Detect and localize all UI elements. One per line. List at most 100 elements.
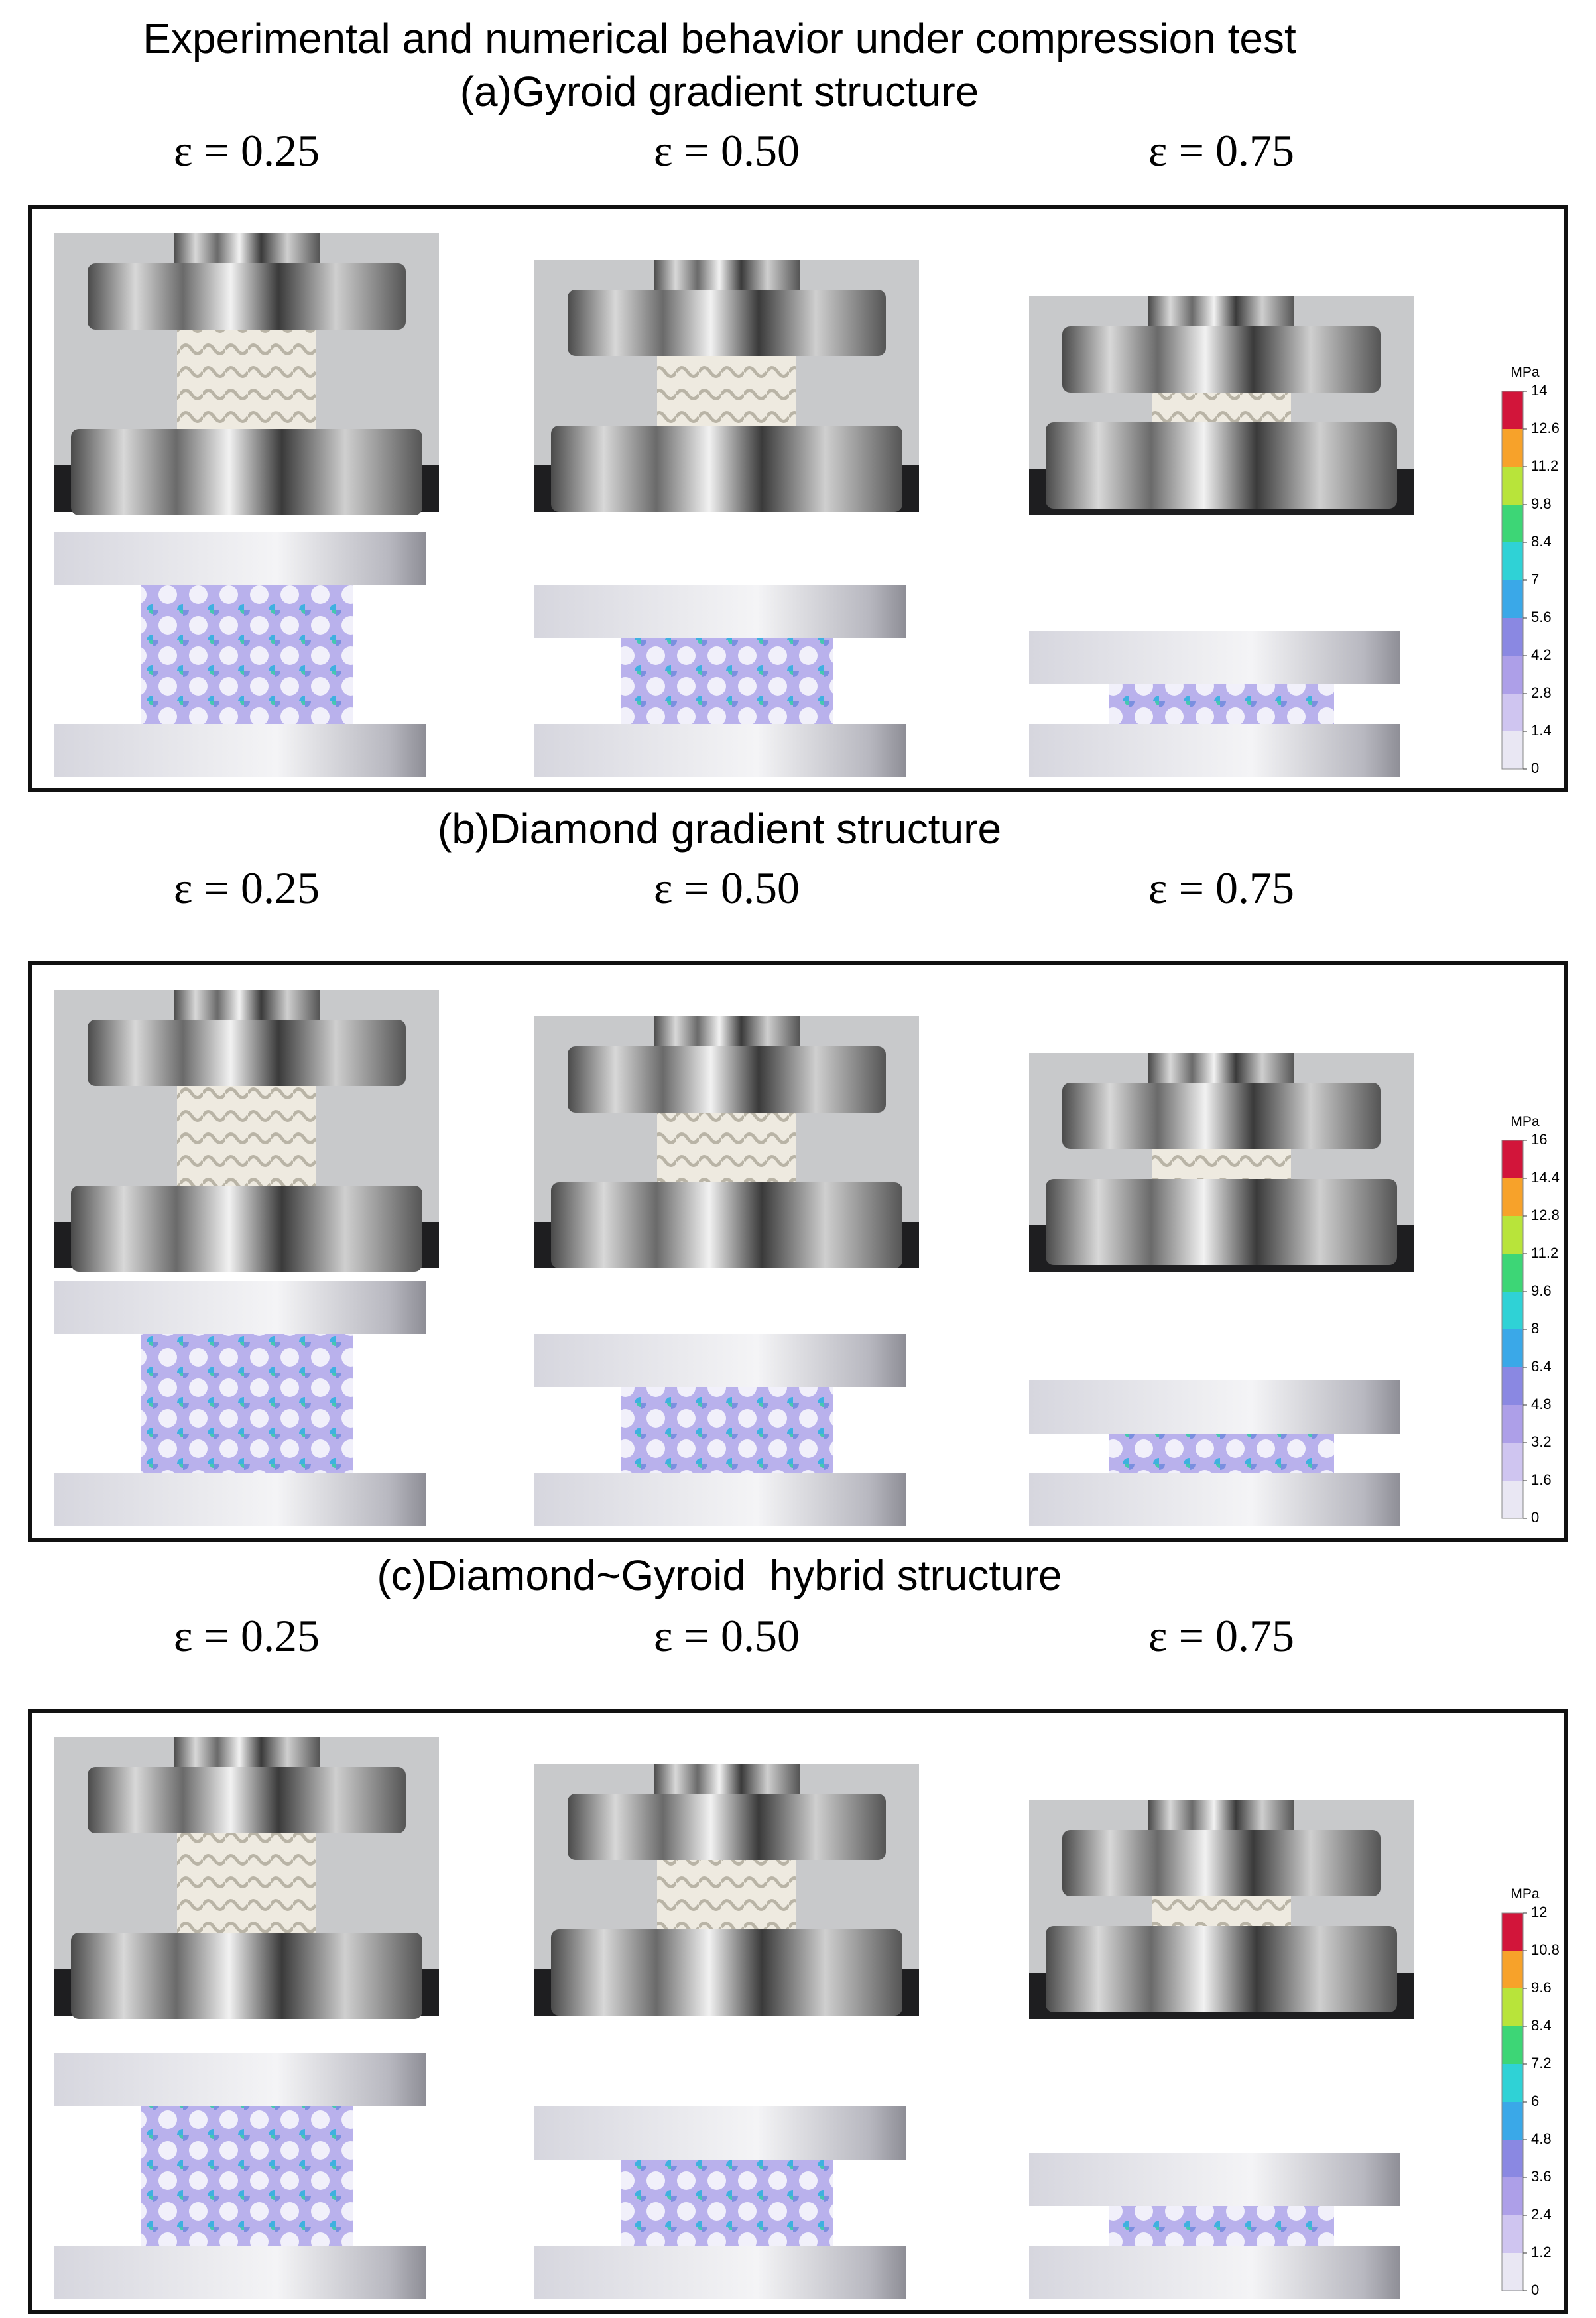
colorbar-segment [1502, 1140, 1523, 1178]
strain-label: ε = 0.50 [654, 1611, 800, 1661]
strain-label: ε = 0.25 [174, 125, 320, 176]
panel-title: (b)Diamond gradient structure [438, 805, 1001, 853]
colorbar-segment [1502, 1443, 1523, 1481]
panel-title: (a)Gyroid gradient structure [460, 68, 979, 115]
colorbar-tick-label: 8.4 [1531, 533, 1552, 550]
colorbar-segment [1502, 542, 1523, 580]
bottom-plate [54, 2246, 426, 2299]
colorbar-segment [1502, 2215, 1523, 2253]
lattice [621, 2160, 833, 2246]
colorbar-tick-label: 4.8 [1531, 2130, 1552, 2147]
colorbar-segment [1502, 618, 1523, 656]
colorbar-segment [1502, 1329, 1523, 1367]
colorbar-tick-label: 14.4 [1531, 1169, 1560, 1186]
colorbar-tick-label: 0 [1531, 2282, 1539, 2298]
press-top [1062, 326, 1381, 393]
press-top [88, 1020, 406, 1086]
sample [1152, 393, 1291, 422]
colorbar-tick-label: 0 [1531, 1509, 1539, 1526]
bottom-plate [1029, 2246, 1400, 2299]
colorbar-tick-label: 7 [1531, 571, 1539, 587]
press-bottom [1046, 422, 1397, 509]
panel-box [28, 1709, 1568, 2314]
press-rod [174, 233, 320, 267]
colorbar-segment [1502, 1178, 1523, 1216]
press-bottom [1046, 1179, 1397, 1265]
colorbar-tick-label: 2.8 [1531, 684, 1552, 701]
colorbar-segment [1502, 1254, 1523, 1292]
lattice [141, 2106, 353, 2246]
press-bottom [71, 1186, 422, 1272]
sample [177, 1086, 316, 1186]
top-plate [534, 1334, 906, 1387]
top-plate [54, 2053, 426, 2106]
colorbar-tick-label: 16 [1531, 1131, 1547, 1148]
press-rod [1148, 296, 1294, 330]
sample [1152, 1149, 1291, 1179]
colorbar-tick-label: 8 [1531, 1320, 1539, 1337]
bottom-plate [54, 1473, 426, 1526]
top-plate [54, 1281, 426, 1334]
colorbar-tick-label: 1.6 [1531, 1471, 1552, 1488]
colorbar-segment [1502, 1367, 1523, 1405]
press-rod [654, 1764, 800, 1797]
sample [657, 356, 796, 426]
press-rod [174, 990, 320, 1023]
colorbar-segment [1502, 1481, 1523, 1518]
press-rod [1148, 1800, 1294, 1833]
bottom-plate [54, 724, 426, 777]
press-rod [1148, 1053, 1294, 1086]
strain-label: ε = 0.25 [174, 863, 320, 913]
press-bottom [551, 426, 902, 512]
colorbar-tick-label: 9.6 [1531, 1979, 1552, 1996]
panel-title: (c)Diamond~Gyroid hybrid structure [377, 1552, 1062, 1599]
colorbar-unit: MPa [1510, 1886, 1540, 1902]
colorbar-tick-label: 12.6 [1531, 420, 1560, 436]
colorbar-tick-label: 6 [1531, 2093, 1539, 2109]
press-rod [174, 1737, 320, 1770]
colorbar-tick-label: 12.8 [1531, 1207, 1560, 1223]
sample [177, 330, 316, 429]
press-top [88, 1767, 406, 1833]
lattice [621, 1387, 833, 1473]
colorbar-tick-label: 1.4 [1531, 722, 1552, 739]
colorbar-segment [1502, 1216, 1523, 1254]
colorbar-segment [1502, 580, 1523, 618]
colorbar-segment [1502, 429, 1523, 467]
colorbar-tick-label: 6.4 [1531, 1358, 1552, 1374]
strain-label: ε = 0.50 [654, 125, 800, 176]
colorbar-tick-label: 5.6 [1531, 609, 1552, 625]
colorbar-tick-label: 4.8 [1531, 1396, 1552, 1412]
colorbar-tick-label: 3.2 [1531, 1433, 1552, 1450]
colorbar-segment [1502, 391, 1523, 429]
press-top [568, 1794, 886, 1860]
colorbar-segment [1502, 467, 1523, 505]
colorbar-unit: MPa [1510, 1114, 1540, 1129]
top-plate [1029, 631, 1400, 684]
colorbar-segment [1502, 505, 1523, 542]
lattice [141, 585, 353, 724]
colorbar-tick-label: 4.2 [1531, 646, 1552, 663]
press-bottom [1046, 1926, 1397, 2012]
colorbar-segment [1502, 731, 1523, 769]
colorbar-segment [1502, 2177, 1523, 2215]
top-plate [534, 2106, 906, 2160]
colorbar-segment [1502, 1405, 1523, 1443]
colorbar-segment [1502, 1913, 1523, 1951]
colorbar-segment [1502, 1951, 1523, 1988]
press-top [1062, 1830, 1381, 1896]
top-plate [1029, 2153, 1400, 2206]
strain-label: ε = 0.75 [1148, 1611, 1294, 1661]
top-plate [1029, 1380, 1400, 1433]
figure-title: Experimental and numerical behavior unde… [143, 15, 1296, 62]
colorbar-segment [1502, 656, 1523, 694]
colorbar-tick-label: 7.2 [1531, 2055, 1552, 2071]
colorbar-tick-label: 2.4 [1531, 2206, 1552, 2223]
colorbar-tick-label: 11.2 [1531, 457, 1558, 474]
press-rod [654, 1016, 800, 1050]
press-top [1062, 1083, 1381, 1149]
press-bottom [71, 1933, 422, 2019]
colorbar-tick-label: 10.8 [1531, 1941, 1560, 1958]
press-bottom [71, 429, 422, 515]
